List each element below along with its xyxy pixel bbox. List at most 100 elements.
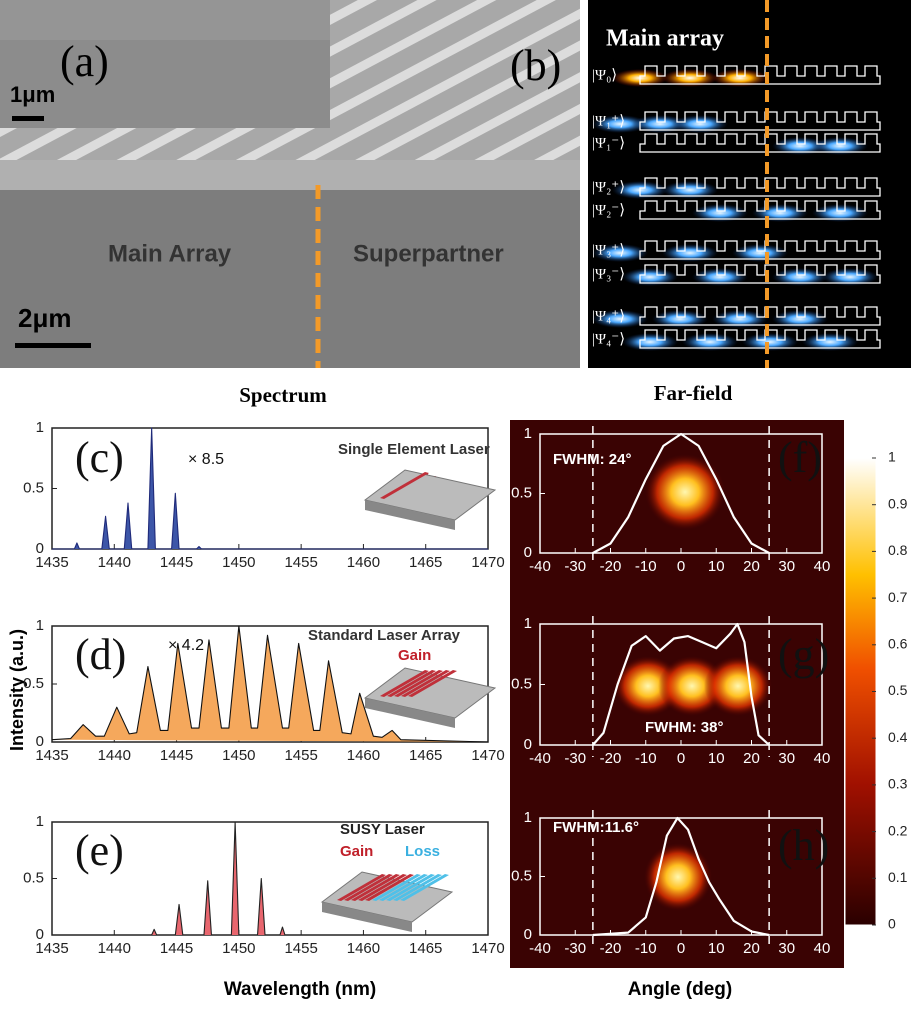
y-tick-label: 1: [524, 615, 532, 632]
x-tick-label: 1465: [409, 554, 442, 571]
panel-label: (c): [75, 433, 124, 482]
annotation: FWHM: 24°: [553, 451, 632, 468]
colorbar-tick-label: 0.7: [888, 589, 908, 605]
annotation: FWHM: 38°: [645, 719, 724, 736]
y-tick-label: 0: [36, 540, 44, 557]
column-title: Far-field: [654, 381, 733, 405]
x-tick-label: 1455: [284, 747, 317, 764]
x-tick-label: 1440: [98, 554, 131, 571]
y-tick-label: 0: [524, 544, 532, 561]
ridge: [393, 874, 442, 901]
x-tick-label: 1470: [471, 747, 504, 764]
scale-label: 1μm: [10, 82, 55, 107]
x-tick-label: -40: [529, 750, 551, 767]
y-tick-label: 1: [36, 617, 44, 634]
mode-glow: [812, 137, 868, 155]
spectrum: [51, 625, 489, 743]
mode-glow: [682, 333, 738, 351]
panel-label: (g): [778, 630, 829, 679]
annotation: Standard Laser Array: [308, 627, 461, 644]
x-tick-label: 1455: [284, 940, 317, 957]
mode-glow: [772, 137, 828, 155]
mode-glow: [622, 333, 678, 351]
mode-glow: [822, 268, 878, 286]
panel-label: (a): [60, 37, 109, 86]
y-tick-label: 0: [36, 926, 44, 943]
x-tick-label: -10: [635, 558, 657, 575]
mode-label: |Ψ₃⁺⟩: [592, 242, 625, 258]
x-tick-label: 1440: [98, 940, 131, 957]
colorbar-tick-label: 0.4: [888, 729, 908, 745]
annotation: Gain: [398, 647, 431, 664]
colorbar-tick-label: 0.6: [888, 636, 908, 652]
x-tick-label: -10: [635, 940, 657, 957]
x-tick-label: 1450: [222, 940, 255, 957]
mode-label: |Ψ₁⁺⟩: [592, 113, 625, 129]
mode-label: |Ψ₀⟩: [592, 67, 617, 83]
x-tick-label: 20: [743, 558, 760, 575]
farfield-curve: [592, 816, 770, 937]
region-label: Main Array: [108, 240, 232, 267]
y-tick-label: 1: [36, 419, 44, 436]
panel-title: Main array: [606, 26, 724, 52]
annotation: Gain: [340, 843, 373, 860]
y-tick-label: 0: [524, 926, 532, 943]
x-tick-label: 20: [743, 940, 760, 957]
mode-glow: [772, 310, 828, 328]
y-tick-label: 0.5: [23, 869, 44, 886]
x-tick-label: 10: [708, 940, 725, 957]
x-tick-label: -30: [564, 940, 586, 957]
x-tick-label: 40: [814, 750, 831, 767]
x-tick-label: -20: [600, 750, 622, 767]
y-tick-label: 1: [524, 809, 532, 826]
ridge: [344, 874, 393, 901]
x-tick-label: 1465: [409, 747, 442, 764]
panel-label: (d): [75, 630, 126, 679]
panel-label: (f): [778, 433, 822, 482]
waveguide: [639, 264, 881, 284]
ridge: [386, 874, 435, 901]
mode-label: |Ψ₄⁺⟩: [592, 308, 625, 324]
mode-label: |Ψ₁⁻⟩: [592, 135, 625, 151]
mode-glow: [592, 310, 648, 328]
x-tick-label: 1445: [160, 940, 193, 957]
y-tick-label: 0.5: [511, 675, 532, 692]
mode-glow: [622, 268, 678, 286]
ridge: [379, 874, 428, 901]
x-tick-label: 30: [778, 940, 795, 957]
x-tick-label: 1440: [98, 747, 131, 764]
ridge: [400, 874, 449, 901]
annotation: FWHM:11.6°: [553, 819, 639, 836]
x-tick-label: -30: [564, 750, 586, 767]
farfield-curve: [592, 432, 770, 554]
mode-glow: [672, 115, 728, 133]
column-title: Spectrum: [239, 383, 327, 407]
sem-image: [0, 0, 580, 368]
colorbar-tick-label: 1: [888, 449, 896, 465]
x-tick-label: -30: [564, 558, 586, 575]
ridge: [408, 670, 457, 697]
ridge: [380, 670, 429, 697]
x-tick-label: 1445: [160, 554, 193, 571]
chip-side: [365, 500, 455, 530]
x-tick-label: -20: [600, 940, 622, 957]
x-axis-label: Wavelength (nm): [224, 979, 376, 1000]
x-tick-label: 1435: [35, 747, 68, 764]
mode-glow: [742, 333, 798, 351]
mode-glow: [772, 268, 828, 286]
chip: [363, 469, 497, 521]
colorbar-tick-label: 0.3: [888, 776, 908, 792]
mode-label: |Ψ₂⁻⟩: [592, 202, 625, 218]
y-tick-label: 0.5: [511, 484, 532, 501]
waveguide: [639, 177, 881, 197]
mode-glow: [692, 204, 748, 222]
mode-glow: [632, 115, 688, 133]
mode-label: |Ψ₂⁺⟩: [592, 179, 625, 195]
colorbar-tick-label: 0: [888, 916, 896, 932]
x-tick-label: 0: [677, 940, 685, 957]
region-label: Superpartner: [353, 240, 504, 267]
panel-label: (b): [510, 41, 561, 90]
y-tick-label: 0: [524, 736, 532, 753]
x-tick-label: 1460: [347, 747, 380, 764]
x-tick-label: 10: [708, 558, 725, 575]
